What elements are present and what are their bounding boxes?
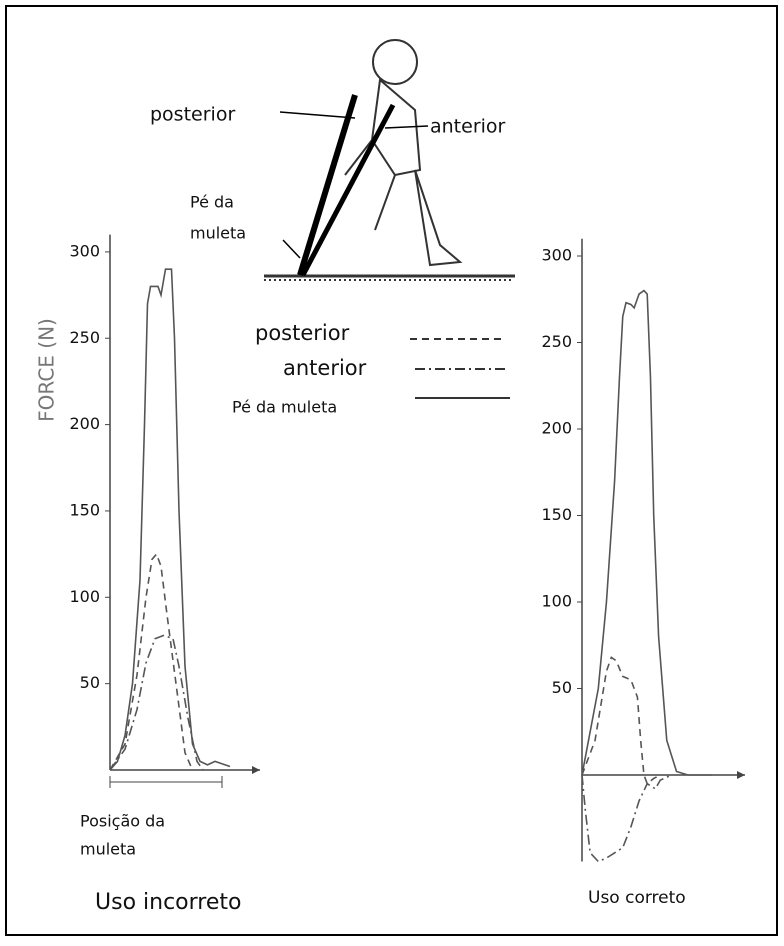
y-tick-label: 50 [80, 673, 100, 692]
caption: Uso incorreto [95, 890, 241, 915]
y-tick-label: 50 [552, 678, 572, 697]
illustration-label: muleta [190, 224, 246, 243]
legend-label: posterior [255, 321, 350, 345]
bracket [109, 776, 223, 788]
illustration-label: posterior [150, 104, 235, 126]
illustration-label: anterior [430, 116, 506, 138]
crutch-walker [264, 39, 515, 281]
series-line [581, 774, 672, 863]
y-tick-label: 300 [541, 246, 572, 265]
series-line [109, 268, 231, 771]
series-line [109, 552, 194, 771]
annotation: muleta [80, 840, 136, 859]
annotation: Posição da [80, 812, 165, 831]
y-tick-label: 150 [69, 500, 100, 519]
y-tick-label: 200 [69, 414, 100, 433]
y-tick-label: 200 [541, 419, 572, 438]
y-tick-label: 100 [69, 587, 100, 606]
arrow [737, 771, 745, 779]
illustration-label: Pé da [190, 193, 234, 212]
series-line [581, 289, 713, 776]
y-axis-label: FORCE (N) [35, 318, 59, 422]
arrow [252, 766, 260, 774]
y-tick-label: 300 [69, 241, 100, 260]
y-tick-label: 100 [541, 592, 572, 611]
y-tick-label: 150 [541, 505, 572, 524]
legend-label: Pé da muleta [232, 398, 337, 417]
caption: Uso correto [588, 888, 686, 908]
series-line [581, 656, 661, 785]
legend-label: anterior [283, 356, 367, 380]
y-tick-label: 250 [69, 328, 100, 347]
frame [5, 5, 778, 936]
y-tick-label: 250 [541, 332, 572, 351]
